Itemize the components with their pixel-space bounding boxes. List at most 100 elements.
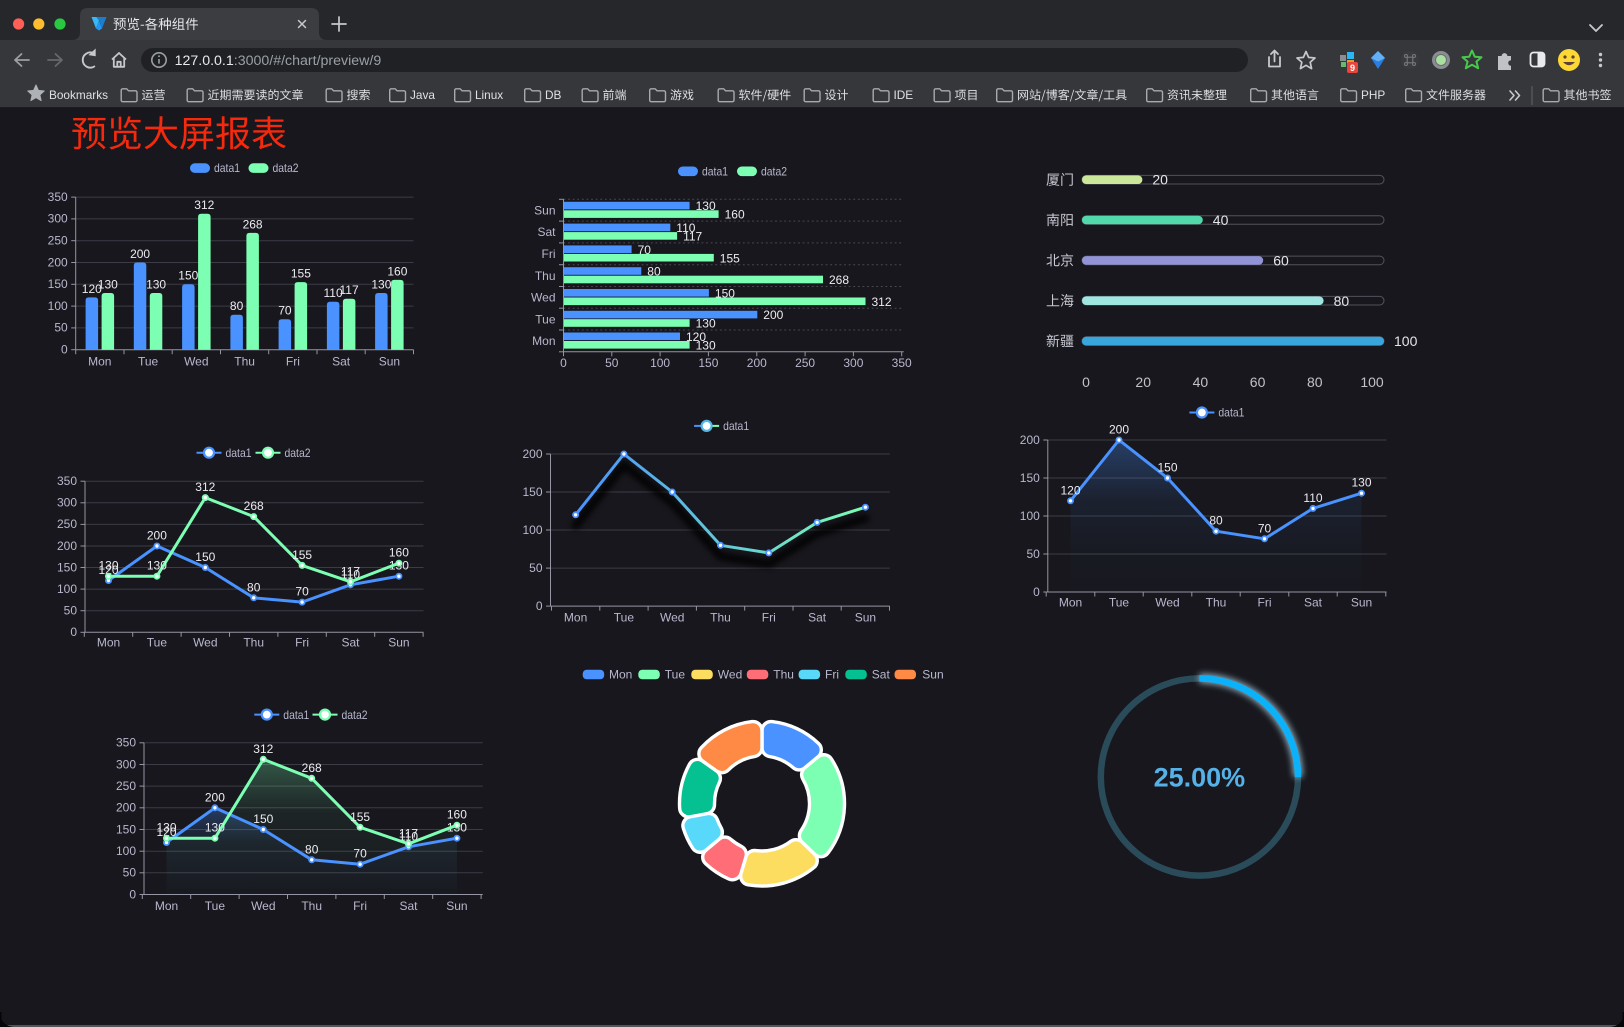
svg-text:Fri: Fri — [542, 247, 556, 261]
svg-text:130: 130 — [371, 277, 391, 291]
svg-text:150: 150 — [522, 485, 542, 499]
svg-text:50: 50 — [54, 321, 68, 335]
svg-text:312: 312 — [253, 742, 273, 756]
svg-text:70: 70 — [295, 585, 309, 599]
svg-text:0: 0 — [129, 887, 136, 901]
svg-text:150: 150 — [178, 269, 198, 283]
svg-text:150: 150 — [1157, 461, 1177, 475]
svg-text:Sat: Sat — [332, 355, 351, 369]
svg-text:Fri: Fri — [295, 636, 309, 650]
svg-text:Thu: Thu — [234, 355, 255, 369]
svg-text:200: 200 — [1020, 433, 1040, 447]
svg-text:Wed: Wed — [718, 668, 742, 682]
svg-text:Fri: Fri — [825, 668, 839, 682]
svg-text:40: 40 — [1213, 212, 1229, 228]
svg-text:data2: data2 — [761, 164, 787, 178]
svg-text:data1: data1 — [283, 708, 309, 722]
svg-text:data2: data2 — [273, 161, 299, 175]
svg-text:Mon: Mon — [564, 611, 587, 625]
svg-text:Thu: Thu — [710, 611, 731, 625]
svg-text:110: 110 — [399, 829, 418, 843]
svg-text:Wed: Wed — [193, 636, 217, 650]
svg-text:350: 350 — [116, 736, 136, 750]
svg-text:data1: data1 — [1218, 406, 1244, 420]
svg-text:160: 160 — [725, 208, 745, 222]
svg-text:130: 130 — [98, 559, 118, 573]
svg-text:Thu: Thu — [301, 899, 322, 913]
svg-text:130: 130 — [696, 317, 716, 331]
svg-text:250: 250 — [48, 234, 68, 248]
svg-text:100: 100 — [57, 582, 77, 596]
svg-text:200: 200 — [522, 447, 542, 461]
svg-text:Bookmarks: Bookmarks — [49, 88, 108, 102]
svg-text:Sat: Sat — [1304, 596, 1323, 610]
svg-text:155: 155 — [350, 810, 370, 824]
svg-text:Mon: Mon — [88, 355, 111, 369]
svg-text:80: 80 — [230, 299, 244, 313]
svg-text:117: 117 — [341, 564, 360, 578]
svg-text:Fri: Fri — [286, 355, 300, 369]
svg-text:160: 160 — [387, 264, 407, 278]
svg-text:268: 268 — [243, 217, 263, 231]
svg-text:300: 300 — [116, 757, 136, 771]
svg-text:200: 200 — [57, 539, 77, 553]
svg-text:data1: data1 — [723, 419, 749, 433]
svg-text:300: 300 — [57, 496, 77, 510]
svg-text:data2: data2 — [285, 446, 311, 460]
svg-text:200: 200 — [130, 247, 150, 261]
svg-text:Linux: Linux — [475, 88, 503, 102]
svg-text:130: 130 — [146, 277, 166, 291]
svg-text:Sun: Sun — [388, 636, 409, 650]
svg-text:150: 150 — [57, 560, 77, 574]
svg-text:80: 80 — [1307, 374, 1323, 390]
svg-text:Thu: Thu — [243, 636, 264, 650]
svg-text:0: 0 — [536, 599, 543, 613]
svg-text:150: 150 — [1020, 471, 1040, 485]
svg-text:Wed: Wed — [531, 291, 555, 305]
svg-text:Sat: Sat — [341, 636, 360, 650]
svg-text:Thu: Thu — [773, 668, 794, 682]
svg-text:100: 100 — [1360, 374, 1384, 390]
svg-text:data2: data2 — [342, 708, 368, 722]
svg-text:312: 312 — [872, 295, 892, 309]
svg-text:70: 70 — [638, 243, 652, 257]
svg-text:50: 50 — [529, 561, 543, 575]
svg-text:100: 100 — [48, 299, 68, 313]
svg-text:120: 120 — [98, 563, 118, 577]
svg-text:110: 110 — [341, 567, 360, 581]
svg-text:200: 200 — [1109, 423, 1129, 437]
svg-text:350: 350 — [892, 356, 912, 370]
svg-text:100: 100 — [116, 844, 136, 858]
svg-text:250: 250 — [116, 779, 136, 793]
svg-text:70: 70 — [353, 847, 367, 861]
svg-text:130: 130 — [147, 559, 167, 573]
svg-text:Mon: Mon — [155, 899, 178, 913]
svg-text:312: 312 — [194, 198, 214, 212]
svg-text:110: 110 — [324, 286, 343, 300]
svg-text:300: 300 — [843, 356, 863, 370]
svg-text:117: 117 — [340, 283, 359, 297]
svg-text:Sat: Sat — [872, 668, 891, 682]
svg-text:data1: data1 — [214, 161, 240, 175]
svg-text:0: 0 — [1033, 585, 1040, 599]
svg-text:Sun: Sun — [922, 668, 943, 682]
svg-text:9: 9 — [1350, 63, 1355, 73]
svg-text:Fri: Fri — [762, 611, 776, 625]
svg-text:150: 150 — [195, 550, 215, 564]
svg-text:Tue: Tue — [535, 312, 556, 326]
svg-text:250: 250 — [795, 356, 815, 370]
svg-text:268: 268 — [244, 499, 264, 513]
svg-text:Tue: Tue — [138, 355, 159, 369]
svg-text:Wed: Wed — [1155, 596, 1179, 610]
svg-text:80: 80 — [305, 842, 319, 856]
svg-text:Tue: Tue — [205, 899, 226, 913]
svg-text:150: 150 — [715, 286, 735, 300]
svg-text:200: 200 — [48, 255, 68, 269]
svg-text:117: 117 — [399, 826, 418, 840]
svg-text:Sun: Sun — [855, 611, 876, 625]
svg-text:268: 268 — [829, 273, 849, 287]
svg-text:120: 120 — [156, 825, 176, 839]
svg-text:250: 250 — [57, 517, 77, 531]
svg-text:80: 80 — [247, 580, 261, 594]
svg-text:Thu: Thu — [1206, 596, 1227, 610]
